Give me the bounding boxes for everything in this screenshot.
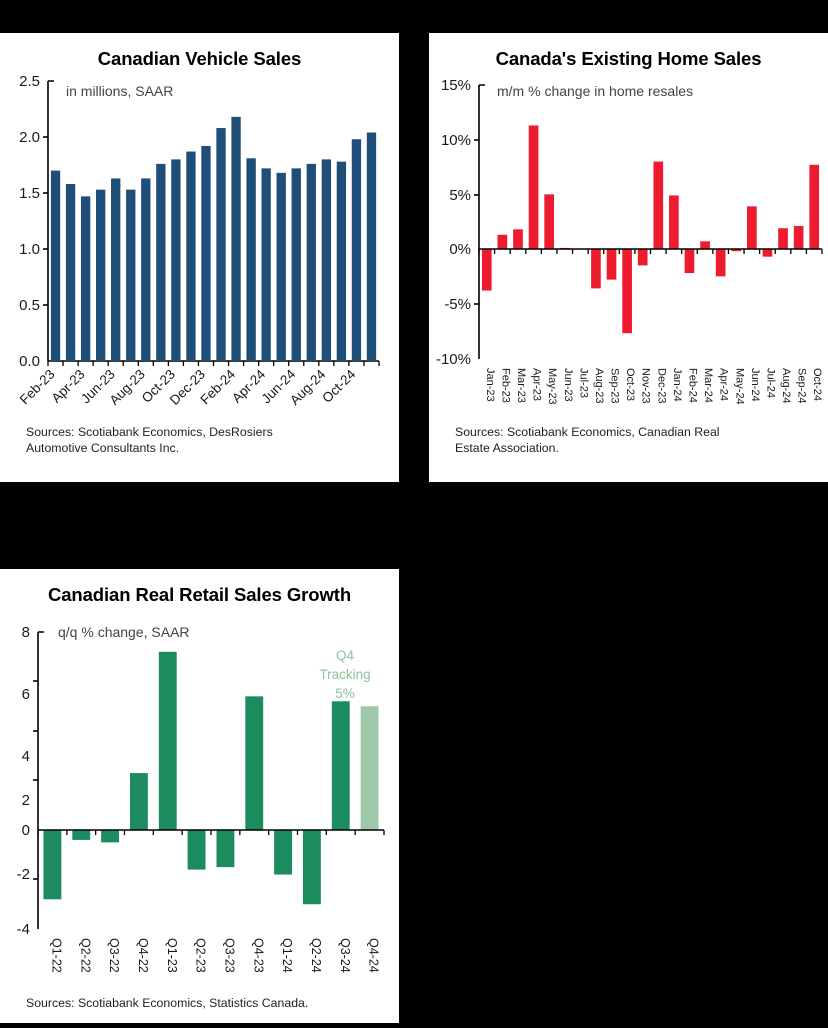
svg-text:-10%: -10% [436,351,471,368]
svg-text:Jul-24: Jul-24 [764,368,776,398]
svg-text:Mar-23: Mar-23 [515,368,527,403]
svg-text:Q3-22: Q3-22 [107,938,121,973]
svg-text:m/m % change in home resales: m/m % change in home resales [497,83,693,99]
svg-text:Jun-24: Jun-24 [749,368,761,402]
svg-text:Feb-23: Feb-23 [499,368,511,403]
svg-text:Oct-23: Oct-23 [624,368,636,401]
svg-text:Feb-23: Feb-23 [17,367,58,408]
svg-text:Q4-22: Q4-22 [136,938,150,973]
svg-text:1.5: 1.5 [19,185,40,202]
svg-text:Q1-23: Q1-23 [165,938,179,973]
svg-text:in millions, SAAR: in millions, SAAR [66,83,173,99]
svg-text:Q4-23: Q4-23 [251,938,265,973]
svg-text:May-24: May-24 [733,368,745,405]
svg-text:Q1-22: Q1-22 [49,938,63,973]
svg-text:Q2-22: Q2-22 [78,938,92,973]
svg-text:-4: -4 [17,921,30,938]
svg-text:1.0: 1.0 [19,241,40,258]
svg-text:Mar-24: Mar-24 [702,368,714,403]
svg-text:Oct-24: Oct-24 [811,368,823,401]
svg-text:Nov-23: Nov-23 [640,368,652,403]
svg-text:Feb-24: Feb-24 [686,368,698,403]
svg-text:q/q % change, SAAR: q/q % change, SAAR [58,624,190,640]
svg-text:Jun-23: Jun-23 [562,368,574,402]
svg-text:-2: -2 [17,866,30,883]
svg-text:2.0: 2.0 [19,129,40,146]
svg-text:Q2-23: Q2-23 [194,938,208,973]
svg-text:Q2-24: Q2-24 [309,938,323,973]
svg-text:0%: 0% [449,241,471,258]
svg-text:6: 6 [22,686,30,703]
svg-text:Aug-23: Aug-23 [593,368,605,403]
svg-text:5%: 5% [335,686,355,701]
svg-text:Aug-24: Aug-24 [780,368,792,403]
svg-text:May-23: May-23 [546,368,558,405]
svg-text:0.5: 0.5 [19,297,40,314]
svg-text:8: 8 [22,624,30,641]
svg-text:4: 4 [22,748,30,765]
svg-text:Q1-24: Q1-24 [280,938,294,973]
svg-text:Q3-23: Q3-23 [222,938,236,973]
svg-text:2.5: 2.5 [19,73,40,90]
svg-text:5%: 5% [449,187,471,204]
svg-text:Sep-23: Sep-23 [609,368,621,403]
svg-text:Q3-24: Q3-24 [338,938,352,973]
svg-text:Q4-24: Q4-24 [367,938,381,973]
svg-text:Jan-24: Jan-24 [671,368,683,402]
svg-text:Tracking: Tracking [319,667,370,682]
svg-text:Oct-24: Oct-24 [319,366,359,406]
svg-text:Jul-23: Jul-23 [577,368,589,398]
svg-text:2: 2 [22,792,30,809]
svg-text:10%: 10% [441,132,471,149]
svg-text:15%: 15% [441,77,471,94]
svg-text:-5%: -5% [444,296,471,313]
svg-text:Feb-24: Feb-24 [197,366,238,407]
svg-text:Dec-23: Dec-23 [655,368,667,403]
svg-text:Apr-23: Apr-23 [531,368,543,401]
svg-text:Apr-24: Apr-24 [718,368,730,401]
svg-text:Sep-24: Sep-24 [796,368,808,403]
svg-text:Q4: Q4 [336,648,355,663]
svg-text:0: 0 [22,822,30,839]
svg-text:0.0: 0.0 [19,353,40,370]
svg-text:Jan-23: Jan-23 [484,368,496,402]
